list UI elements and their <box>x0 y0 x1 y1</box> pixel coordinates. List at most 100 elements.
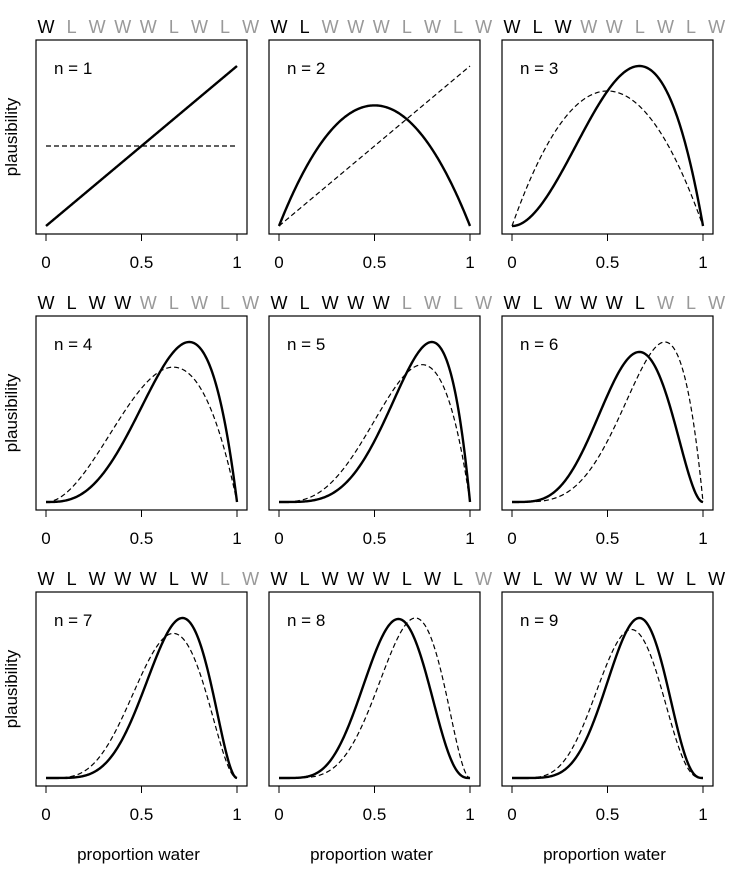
x-tick-label: 0 <box>507 529 516 548</box>
sequence-token: L <box>402 293 412 313</box>
panel-label: n = 3 <box>520 59 558 78</box>
sequence-token: L <box>533 293 543 313</box>
sequence-token: L <box>686 569 696 589</box>
x-tick-label: 0.5 <box>596 805 620 824</box>
x-tick-label: 0 <box>507 253 516 272</box>
sequence-token: W <box>580 569 597 589</box>
x-tick-label: 1 <box>232 805 241 824</box>
panel-label: n = 1 <box>54 59 92 78</box>
sequence-token: W <box>89 293 106 313</box>
sequence-token: W <box>322 569 339 589</box>
sequence-token: L <box>300 293 310 313</box>
x-tick-label: 1 <box>698 529 707 548</box>
sequence-token: L <box>300 569 310 589</box>
previous-posterior-line <box>46 632 238 779</box>
x-tick-label: 0.5 <box>596 253 620 272</box>
panel-label: n = 2 <box>287 59 325 78</box>
sequence-token: W <box>580 17 597 37</box>
x-tick-label: 0 <box>274 529 283 548</box>
x-tick-label: 1 <box>232 529 241 548</box>
sequence-token: L <box>686 17 696 37</box>
sequence-token: W <box>504 569 521 589</box>
sequence-token: W <box>191 17 208 37</box>
panel-7 <box>35 591 248 793</box>
previous-posterior-line <box>45 366 238 503</box>
x-tick-label: 0.5 <box>363 529 387 548</box>
sequence-token: W <box>242 293 259 313</box>
sequence-token: L <box>453 17 463 37</box>
previous-posterior-line <box>279 617 471 779</box>
current-posterior-line <box>512 616 704 780</box>
sequence-token: W <box>322 293 339 313</box>
current-posterior-line <box>277 104 472 227</box>
sequence-token: W <box>657 17 674 37</box>
panel-label: n = 9 <box>520 611 558 630</box>
panel-4 <box>35 315 248 517</box>
panel-8 <box>268 591 481 793</box>
panel-5 <box>268 315 481 517</box>
x-axis-label: proportion water <box>543 845 666 864</box>
sequence-token: L <box>300 17 310 37</box>
previous-posterior-line <box>279 364 471 503</box>
sequence-token: L <box>220 17 230 37</box>
sequence-token: W <box>38 569 55 589</box>
panel-3 <box>501 39 714 241</box>
sequence-token: L <box>169 17 179 37</box>
sequence-token: L <box>220 293 230 313</box>
sequence-token: W <box>606 569 623 589</box>
sequence-token: L <box>453 293 463 313</box>
x-axis-label: proportion water <box>310 845 433 864</box>
sequence-token: W <box>555 293 572 313</box>
sequence-token: W <box>271 569 288 589</box>
sequence-token: W <box>373 569 390 589</box>
sequence-token: W <box>38 17 55 37</box>
sequence-token: W <box>580 293 597 313</box>
sequence-token: W <box>347 17 364 37</box>
sequence-token: W <box>38 293 55 313</box>
sequence-token: W <box>114 569 131 589</box>
sequence-token: W <box>657 569 674 589</box>
current-posterior-line <box>279 617 470 780</box>
x-tick-label: 0.5 <box>130 529 154 548</box>
x-tick-label: 1 <box>465 529 474 548</box>
sequence-token: L <box>169 293 179 313</box>
x-tick-label: 0 <box>507 805 516 824</box>
x-axis-label: proportion water <box>77 845 200 864</box>
sequence-token: W <box>347 293 364 313</box>
previous-posterior-line <box>512 628 703 779</box>
x-tick-label: 0 <box>274 253 283 272</box>
sequence-token: W <box>140 293 157 313</box>
sequence-token: W <box>606 17 623 37</box>
sequence-token: L <box>402 17 412 37</box>
sequence-token: W <box>555 17 572 37</box>
x-tick-label: 0.5 <box>130 805 154 824</box>
sequence-token: W <box>657 293 674 313</box>
sequence-token: W <box>191 293 208 313</box>
current-posterior-line <box>279 340 472 504</box>
previous-posterior-line <box>512 341 704 503</box>
x-tick-label: 0.5 <box>130 253 154 272</box>
previous-posterior-line <box>278 65 471 227</box>
sequence-token: W <box>322 17 339 37</box>
current-posterior-line <box>46 340 239 504</box>
sequence-token: W <box>191 569 208 589</box>
sequence-token: W <box>373 17 390 37</box>
sequence-token: W <box>140 17 157 37</box>
sequence-token: L <box>67 293 77 313</box>
x-tick-label: 0 <box>274 805 283 824</box>
sequence-token: W <box>242 569 259 589</box>
sequence-token: W <box>504 293 521 313</box>
sequence-token: W <box>606 293 623 313</box>
sequence-token: W <box>708 569 725 589</box>
sequence-token: W <box>424 293 441 313</box>
x-tick-label: 1 <box>698 805 707 824</box>
sequence-token: W <box>475 293 492 313</box>
sequence-token: W <box>504 17 521 37</box>
x-tick-label: 0 <box>41 805 50 824</box>
sequence-token: W <box>708 293 725 313</box>
sequence-token: W <box>114 17 131 37</box>
x-tick-label: 1 <box>232 253 241 272</box>
current-posterior-line <box>511 64 705 228</box>
sequence-token: W <box>424 569 441 589</box>
